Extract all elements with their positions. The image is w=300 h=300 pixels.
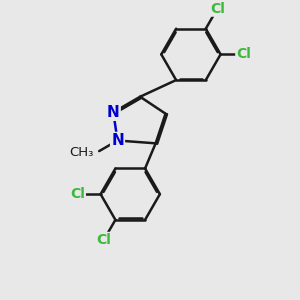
Text: Cl: Cl: [236, 47, 251, 61]
Text: Cl: Cl: [70, 187, 85, 201]
Text: Cl: Cl: [210, 2, 225, 16]
Text: N: N: [107, 105, 120, 120]
Text: Cl: Cl: [96, 233, 111, 247]
Text: CH₃: CH₃: [70, 146, 94, 159]
Text: N: N: [111, 133, 124, 148]
